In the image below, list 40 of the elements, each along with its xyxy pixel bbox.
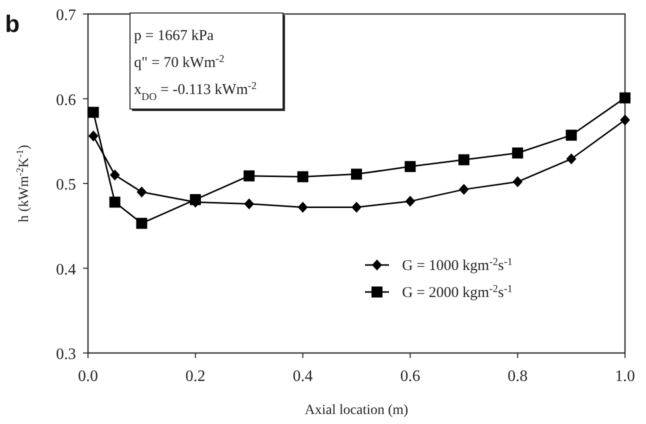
point <box>244 170 255 182</box>
legend-label: G = 2000 kgm$^{-2}$s$^{-1}$ <box>402 284 513 301</box>
x-tick-label: 0.8 <box>508 368 528 385</box>
point <box>109 196 120 208</box>
point <box>244 198 254 210</box>
point <box>136 218 148 229</box>
point <box>620 114 630 126</box>
annotation: p = 1667 kPa <box>134 28 214 44</box>
x-tick-label: 0.6 <box>400 368 420 385</box>
x-tick-label: 1.0 <box>615 368 635 385</box>
legend-label: G = 1000 kgm$^{-2}$s$^{-1}$ <box>402 256 513 274</box>
y-tick-label: 0.4 <box>56 261 76 278</box>
point <box>297 171 308 182</box>
point <box>620 92 630 104</box>
annotation: x$_{DO}$ = -0.113 kWm$^{-2}$ <box>134 80 257 102</box>
point <box>458 154 470 166</box>
point <box>352 202 362 213</box>
point <box>88 106 99 118</box>
point <box>88 130 98 142</box>
x-tick-label: 0.2 <box>185 368 206 385</box>
point <box>566 153 576 164</box>
annotation: q" = 70 kWm$^{-2}$ <box>134 54 224 71</box>
y-tick-label: 0.5 <box>56 176 76 194</box>
y-tick-label: 0.3 <box>56 346 76 363</box>
point <box>566 130 577 141</box>
point <box>298 202 308 213</box>
x-axis-title: Axial location (m) <box>304 403 409 418</box>
x-tick-label: 0.4 <box>292 368 313 385</box>
point <box>136 186 147 198</box>
point <box>110 170 120 181</box>
point <box>404 161 416 172</box>
text: b <box>5 11 20 38</box>
y-tick-label: 0.7 <box>56 7 76 24</box>
point <box>405 196 416 207</box>
point <box>512 147 524 158</box>
x-tick-label: 0.0 <box>78 368 98 385</box>
y-tick-label: 0.6 <box>56 92 76 109</box>
point <box>351 168 362 180</box>
point <box>458 184 469 195</box>
point <box>512 176 523 188</box>
